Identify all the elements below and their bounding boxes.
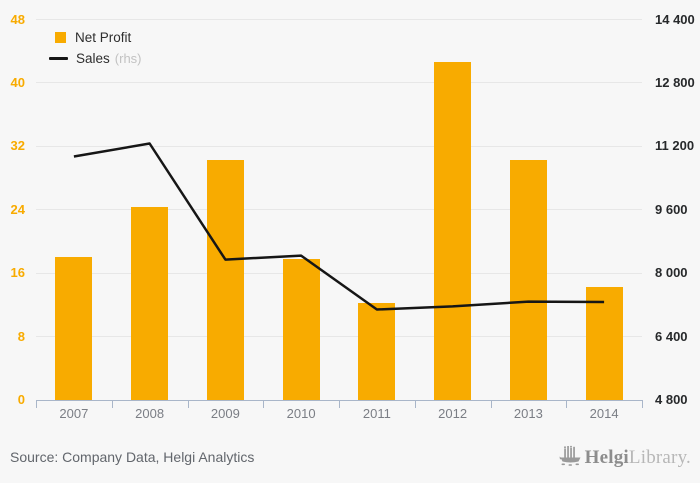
net-profit-bar [434, 62, 472, 400]
sales-line-swatch [49, 57, 68, 60]
x-axis-tick [339, 400, 340, 408]
x-axis-tick [642, 400, 643, 408]
left-axis-tick-label: 0 [17, 392, 25, 407]
x-axis-label: 2008 [135, 406, 165, 421]
gridline [36, 19, 642, 20]
net-profit-bar [55, 256, 93, 400]
gridline [36, 209, 642, 211]
right-axis-tick-label: 4 800 [655, 392, 688, 407]
x-axis-label: 2012 [438, 406, 468, 421]
left-axis-tick-label: 40 [10, 74, 25, 90]
x-axis-tick [263, 400, 265, 408]
x-axis-tick [566, 400, 568, 408]
helgi-library-logo-icon [559, 445, 581, 466]
legend-note-rhs: (rhs) [114, 51, 142, 66]
net-profit-bar [358, 303, 396, 400]
left-axis-tick-label: 16 [10, 265, 25, 281]
gridline [36, 82, 642, 84]
right-axis-tick-label: 8 000 [655, 265, 688, 281]
right-axis-tick-label: 12 800 [655, 74, 695, 90]
right-axis-tick-label: 11 200 [655, 138, 695, 154]
sales-line-series [73, 142, 605, 311]
left-axis-tick-label: 24 [10, 201, 25, 217]
gridline [36, 336, 642, 338]
x-axis-tick [36, 400, 37, 408]
x-axis-label: 2013 [513, 406, 543, 421]
legend-item-net-profit: Net Profit [49, 27, 142, 48]
legend-label-net-profit: Net Profit [75, 30, 132, 45]
gridline [36, 272, 642, 274]
x-axis-label: 2011 [362, 406, 391, 421]
gridline [36, 145, 642, 147]
sales-line-path [73, 142, 605, 311]
net-profit-bar [509, 159, 547, 400]
left-axis-tick-label: 8 [17, 328, 25, 344]
x-axis-tick [111, 400, 113, 408]
x-axis-label: 2007 [59, 406, 89, 421]
legend: Net Profit Sales (rhs) [49, 27, 142, 69]
source-note: Source: Company Data, Helgi Analytics [10, 449, 255, 465]
helgi-library-logo: Helgi Library. [559, 444, 691, 469]
legend-item-sales: Sales (rhs) [49, 48, 142, 69]
x-axis-tick [490, 400, 492, 408]
right-axis-tick-label: 14 400 [655, 11, 695, 27]
right-axis-tick-label: 6 400 [655, 328, 688, 344]
legend-label-sales: Sales [76, 51, 110, 66]
left-axis-tick-label: 32 [10, 138, 25, 154]
brand-text-library: Library. [628, 447, 691, 468]
left-axis-tick-label: 48 [10, 11, 25, 27]
right-axis-tick-label: 9 600 [655, 201, 688, 217]
net-profit-bar [131, 206, 169, 400]
x-axis-tick [414, 400, 416, 408]
x-axis-tick [187, 400, 189, 408]
net-profit-bar-swatch [55, 32, 66, 43]
x-axis-label: 2014 [589, 406, 619, 421]
x-axis-label: 2010 [286, 406, 316, 421]
x-axis-label: 2009 [210, 406, 240, 421]
brand-text-helgi: Helgi [584, 447, 629, 468]
net-profit-bar [282, 258, 320, 400]
net-profit-bar [206, 159, 244, 400]
net-profit-bar [585, 286, 623, 400]
